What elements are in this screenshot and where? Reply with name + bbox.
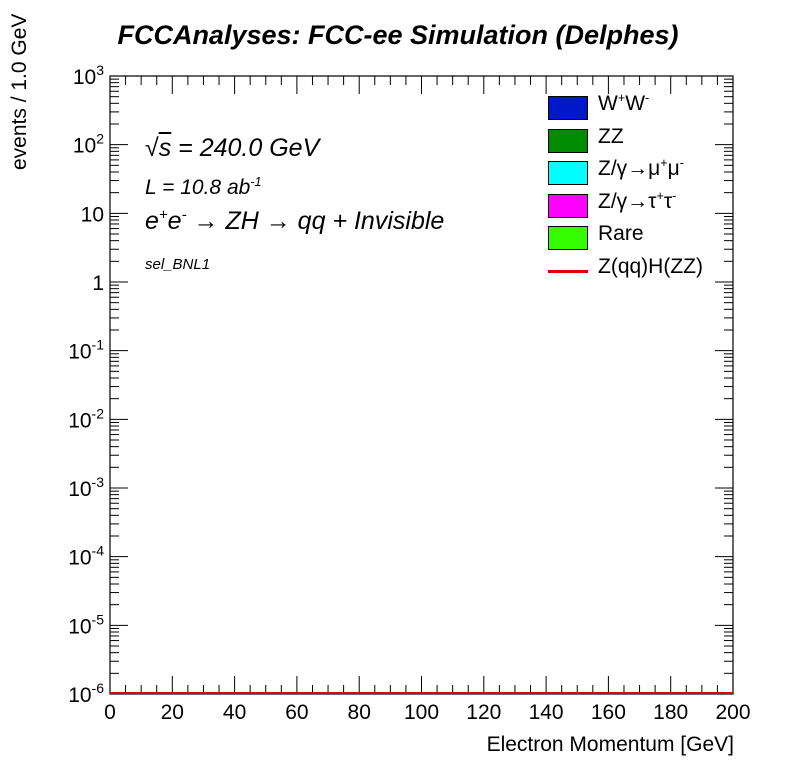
x-tick-label: 100 [404, 701, 439, 724]
legend-swatch [548, 161, 588, 185]
x-tick-label: 200 [715, 701, 750, 724]
legend-swatch [548, 193, 588, 218]
x-tick-label: 120 [466, 701, 501, 724]
legend-line-marker [548, 269, 588, 273]
x-axis-label: Electron Momentum [GeV] [486, 733, 734, 756]
legend-label: Z/γ→μ+μ- [598, 156, 684, 180]
legend-label: Rare [598, 222, 644, 245]
luminosity-annotation: L = 10.8 ab-1 [145, 175, 262, 199]
y-tick-label: 103 [73, 62, 104, 89]
y-axis-label: events / 1.0 GeV [8, 13, 31, 170]
y-tick-label: 10-6 [68, 680, 104, 707]
process-annotation: e+e- → ZH → qq + Invisible [145, 206, 445, 235]
legend-label: Z(qq)H(ZZ) [598, 254, 703, 278]
legend-swatch [548, 226, 588, 250]
y-tick-label: 10-5 [68, 611, 104, 638]
y-tick-labels: 10-6 10-5 10-4 10-3 10-2 10-1 1 10 102 103 [68, 62, 104, 707]
legend-label: ZZ [598, 124, 624, 148]
y-tick-label: 10-4 [68, 543, 104, 570]
x-tick-label: 160 [591, 701, 626, 724]
x-tick-label: 60 [285, 701, 308, 724]
x-tick-label: 0 [104, 701, 116, 724]
y-tick-label: 10-3 [68, 474, 104, 501]
legend-swatch [548, 96, 588, 120]
y-tick-label: 10-1 [68, 337, 104, 364]
legend-label: W+W- [598, 91, 650, 115]
x-tick-labels: 0 20 40 60 80 100 120 140 160 180 200 [104, 701, 750, 724]
x-tick-label: 180 [653, 701, 688, 724]
x-tick-label: 80 [348, 701, 371, 724]
legend-label: Z/γ→τ+τ- [598, 188, 677, 213]
y-tick-label: 10-2 [68, 405, 104, 432]
x-tick-label: 140 [529, 701, 564, 724]
sqrt-s-annotation: √s = 240.0 GeV [145, 134, 320, 162]
chart-title: FCCAnalyses: FCC-ee Simulation (Delphes) [117, 20, 679, 50]
y-tick-label: 1 [92, 272, 104, 295]
y-tick-label: 10 [81, 203, 104, 226]
selection-annotation: sel_BNL1 [145, 256, 211, 273]
axis-ticks [109, 75, 734, 695]
y-tick-label: 102 [73, 131, 104, 158]
x-tick-label: 40 [223, 701, 246, 724]
legend-swatch [548, 128, 588, 153]
x-tick-label: 20 [161, 701, 184, 724]
